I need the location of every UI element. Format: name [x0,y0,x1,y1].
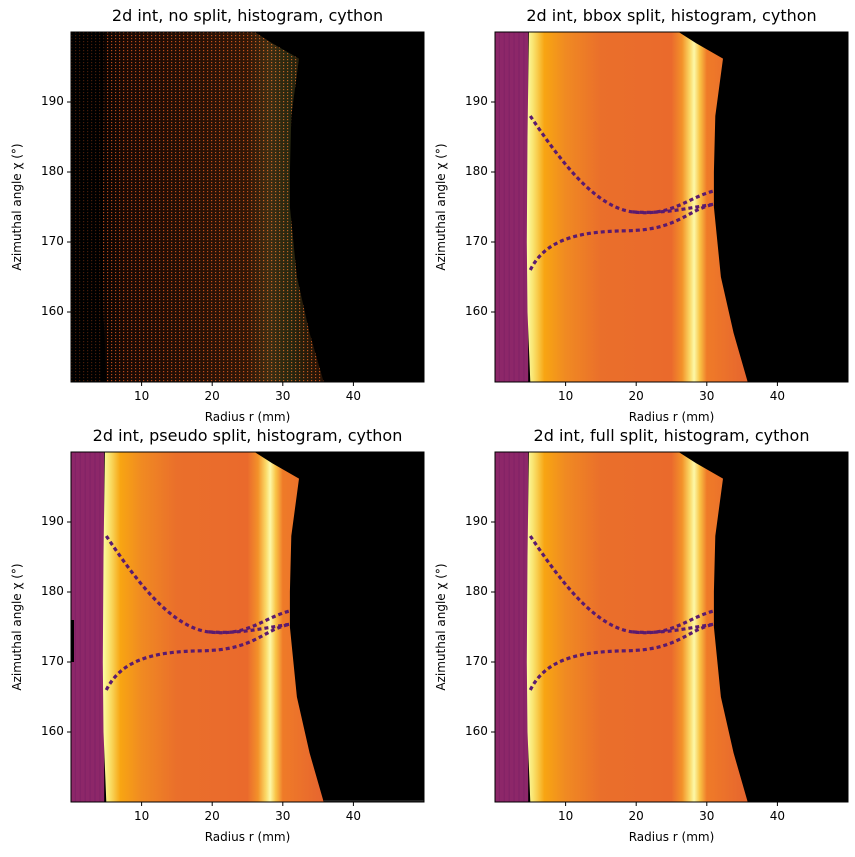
diffraction-feature [104,622,291,691]
y-tick-label: 180 [465,584,488,598]
x-tick-label: 10 [133,809,150,823]
heatmap-axes [491,31,849,386]
diffraction-feature [632,622,715,634]
chart-title: 2d int, no split, histogram, cython [111,6,384,25]
x-tick-label: 20 [628,389,644,403]
y-tick-label: 160 [465,724,488,738]
x-tick-label: 30 [699,809,715,823]
y-tick-label: 190 [465,514,488,528]
intensity-region [526,452,748,802]
diffraction-feature [528,202,715,271]
heatmap-axes [67,451,425,806]
intensity-tint [102,32,324,382]
y-tick-label: 170 [41,654,64,668]
x-tick-label: 40 [769,809,786,823]
x-axis-label: Radius r (mm) [204,830,291,844]
low-intensity-strip [495,452,529,802]
x-tick-label: 10 [557,809,574,823]
x-axis-label: Radius r (mm) [204,410,291,424]
chart-title: 2d int, pseudo split, histogram, cython [92,426,403,445]
x-tick-label: 40 [769,389,786,403]
artifact [71,620,74,662]
x-tick-label: 20 [204,389,220,403]
y-tick-label: 170 [41,234,64,248]
x-tick-label: 10 [557,389,574,403]
chart-title: 2d int, full split, histogram, cython [533,426,810,445]
y-tick-label: 170 [465,654,488,668]
intensity-region [102,452,324,802]
y-tick-label: 170 [465,234,488,248]
y-axis-label: Azimuthal angle χ (°) [434,143,448,271]
diffraction-feature [632,202,715,214]
axes-frame [70,451,425,803]
x-tick-label: 20 [628,809,644,823]
heatmap-axes [491,451,849,806]
y-tick-label: 180 [41,584,64,598]
low-intensity-strip [495,32,529,382]
y-tick-label: 160 [41,304,64,318]
diffraction-feature [528,622,715,691]
y-tick-label: 190 [41,514,64,528]
y-axis-label: Azimuthal angle χ (°) [434,563,448,691]
low-intensity-strip [71,452,105,802]
y-tick-label: 160 [465,304,488,318]
x-tick-label: 40 [345,809,362,823]
y-axis-label: Azimuthal angle χ (°) [10,563,24,691]
y-tick-label: 190 [465,94,488,108]
diffraction-feature [104,535,291,635]
x-tick-label: 20 [204,809,220,823]
y-tick-label: 190 [41,94,64,108]
x-axis-label: Radius r (mm) [628,410,715,424]
y-tick-label: 180 [465,164,488,178]
x-tick-label: 30 [699,389,715,403]
x-tick-label: 10 [133,389,150,403]
axes-frame [494,31,849,383]
axes-frame [70,31,425,383]
diffraction-feature [528,535,715,635]
y-axis-label: Azimuthal angle χ (°) [10,143,24,271]
axes-frame [494,451,849,803]
x-axis-label: Radius r (mm) [628,830,715,844]
intensity-region [526,32,748,382]
x-tick-label: 30 [275,389,291,403]
diffraction-feature [528,115,715,215]
x-tick-label: 30 [275,809,291,823]
x-tick-label: 40 [345,389,362,403]
heatmap-axes [67,31,425,386]
y-tick-label: 180 [41,164,64,178]
diffraction-feature [208,622,291,634]
chart-title: 2d int, bbox split, histogram, cython [526,6,817,25]
y-tick-label: 160 [41,724,64,738]
